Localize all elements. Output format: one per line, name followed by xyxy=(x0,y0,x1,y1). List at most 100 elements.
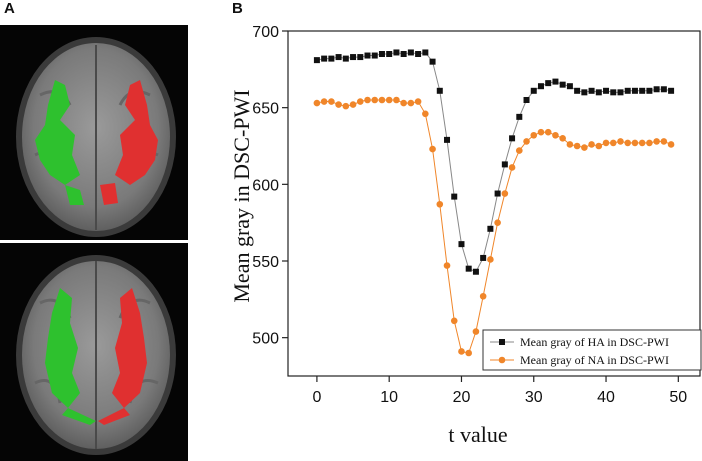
data-point-na xyxy=(378,96,386,104)
green-overlay-region xyxy=(35,80,80,185)
data-point-na xyxy=(646,139,653,147)
y-tick-label: 600 xyxy=(252,177,279,194)
data-point-na xyxy=(472,328,480,335)
data-point-na xyxy=(660,138,668,145)
data-point-ha xyxy=(342,55,349,62)
data-point-na xyxy=(544,128,552,136)
data-point-ha xyxy=(407,49,414,56)
data-point-na xyxy=(494,219,501,226)
line-chart: 500 550 600 650 700 0 10 20 30 40 50 Mean gray of … xyxy=(229,24,702,447)
data-point-ha xyxy=(357,54,364,61)
data-point-na xyxy=(450,317,458,325)
data-point-na xyxy=(638,139,646,147)
legend-box xyxy=(482,329,702,371)
data-point-ha xyxy=(364,52,371,59)
y-tick-label: 700 xyxy=(252,24,279,41)
data-point-ha xyxy=(566,83,573,90)
y-tick-label: 550 xyxy=(252,254,279,271)
data-point-ha xyxy=(530,87,537,94)
data-point-ha xyxy=(350,54,357,61)
panel-label-a: A xyxy=(4,0,15,17)
data-point-ha xyxy=(436,87,443,94)
data-point-na xyxy=(364,96,371,104)
data-point-ha xyxy=(386,51,393,57)
red-overlay-region xyxy=(112,288,147,408)
data-point-na xyxy=(581,144,588,151)
x-tick-label: 10 xyxy=(380,389,398,406)
brain-mri-image-top xyxy=(0,25,188,240)
data-point-na xyxy=(588,141,595,148)
data-point-ha xyxy=(451,193,458,200)
x-axis-label: t value xyxy=(448,422,507,447)
data-point-ha xyxy=(660,86,667,93)
data-point-na xyxy=(523,138,530,145)
data-point-ha xyxy=(545,80,552,87)
data-point-na xyxy=(487,256,494,263)
data-point-na xyxy=(566,141,574,148)
data-point-na xyxy=(443,262,451,269)
legend-label: Mean gray of NA in DSC-PWI xyxy=(520,353,669,367)
x-tick-label: 30 xyxy=(525,389,543,406)
data-point-na xyxy=(537,128,545,136)
data-point-ha xyxy=(444,136,451,143)
legend-label: Mean gray of HA in DSC-PWI xyxy=(520,335,669,349)
data-point-na xyxy=(617,138,624,145)
data-point-ha xyxy=(429,58,436,65)
data-point-ha xyxy=(487,225,494,232)
data-point-na xyxy=(342,102,350,110)
data-point-na xyxy=(414,98,422,105)
x-tick-label: 20 xyxy=(453,389,471,406)
data-point-ha xyxy=(552,78,559,85)
data-point-na xyxy=(602,139,610,147)
data-point-ha xyxy=(581,89,588,96)
x-tick-label: 0 xyxy=(312,389,321,406)
data-point-ha xyxy=(603,87,610,94)
red-overlay-region xyxy=(115,80,158,185)
data-point-na xyxy=(393,96,400,104)
data-point-na xyxy=(385,96,393,104)
data-point-ha xyxy=(653,86,660,93)
y-axis-label: Mean gray in DSC-PWI xyxy=(229,89,254,302)
data-point-na xyxy=(530,131,538,139)
data-point-ha xyxy=(371,52,378,59)
data-point-na xyxy=(508,164,516,171)
data-point-ha xyxy=(610,89,617,96)
data-point-na xyxy=(400,99,407,107)
data-point-na xyxy=(349,101,357,108)
data-point-ha xyxy=(588,87,595,94)
data-point-ha xyxy=(335,54,342,61)
legend-marker-circle xyxy=(498,356,506,364)
data-point-na xyxy=(436,200,444,208)
y-tick-label: 650 xyxy=(252,101,279,118)
data-point-na xyxy=(595,142,603,150)
data-point-na xyxy=(552,131,559,139)
data-point-ha xyxy=(523,97,530,103)
data-point-ha xyxy=(646,87,653,94)
data-point-na xyxy=(515,147,523,154)
data-point-ha xyxy=(501,161,508,168)
data-point-ha xyxy=(400,51,407,57)
data-point-na xyxy=(328,98,335,105)
data-point-ha xyxy=(415,51,422,57)
data-point-na xyxy=(313,99,321,107)
data-point-ha xyxy=(313,57,320,64)
data-point-na xyxy=(407,99,415,107)
data-point-ha xyxy=(494,190,501,197)
data-point-na xyxy=(559,135,566,142)
data-point-ha xyxy=(378,51,385,57)
data-point-ha xyxy=(559,81,566,88)
plot-frame xyxy=(287,30,701,377)
series-line-2 xyxy=(316,99,672,354)
data-point-na xyxy=(631,139,639,147)
x-tick-label: 40 xyxy=(597,389,615,406)
data-point-ha xyxy=(422,49,429,56)
data-point-ha xyxy=(509,135,516,142)
data-point-ha xyxy=(328,55,335,62)
data-point-ha xyxy=(574,87,581,94)
panel-label-b: B xyxy=(232,0,243,17)
data-point-na xyxy=(371,96,379,104)
brain-mri-image-bottom xyxy=(0,243,188,461)
data-point-ha xyxy=(480,254,487,261)
data-point-ha xyxy=(465,265,472,272)
data-point-ha xyxy=(458,241,465,248)
